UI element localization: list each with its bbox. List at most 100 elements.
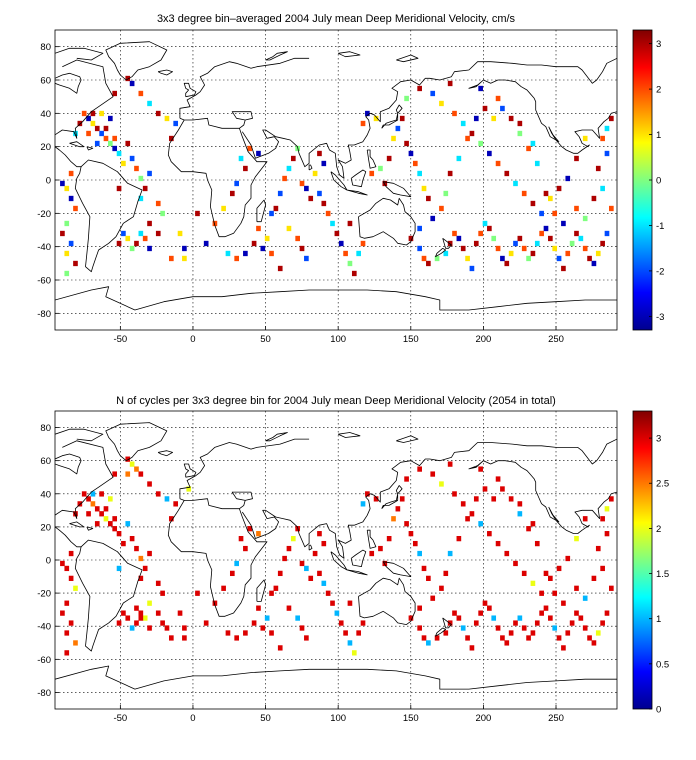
data-cell xyxy=(417,550,422,557)
data-cell xyxy=(391,135,396,142)
data-cell xyxy=(600,516,605,522)
data-cell xyxy=(417,466,422,472)
data-cell xyxy=(543,190,549,197)
data-cell xyxy=(94,140,100,147)
colorbar-tick-label: 1.5 xyxy=(656,569,669,580)
data-cell xyxy=(430,471,436,477)
data-cell xyxy=(534,240,540,247)
data-cell xyxy=(609,115,614,122)
data-cell xyxy=(338,240,344,247)
data-cell xyxy=(565,555,571,562)
data-cell xyxy=(317,150,322,157)
data-cell xyxy=(582,625,588,631)
y-tick-label: -40 xyxy=(37,242,51,253)
y-tick-label: -20 xyxy=(37,589,51,600)
data-cell xyxy=(582,135,588,142)
data-cell xyxy=(134,545,139,552)
data-cell xyxy=(99,110,104,117)
data-cell xyxy=(330,600,335,606)
data-cell xyxy=(543,225,549,232)
data-cell xyxy=(604,150,610,157)
data-cell xyxy=(439,481,444,487)
data-cell xyxy=(460,245,466,252)
data-cell xyxy=(138,195,144,202)
data-cell xyxy=(177,610,183,616)
data-cell xyxy=(264,235,270,242)
data-cell xyxy=(116,620,122,626)
data-cell xyxy=(534,540,540,547)
coastline xyxy=(55,72,82,94)
data-cell xyxy=(421,255,427,262)
data-cell xyxy=(604,531,610,537)
data-cell xyxy=(269,590,274,596)
data-cell xyxy=(434,635,440,641)
data-cell xyxy=(404,95,409,102)
data-cell xyxy=(121,610,126,616)
coastline xyxy=(330,551,348,571)
data-cell xyxy=(561,600,566,606)
data-cell xyxy=(443,250,449,257)
data-cell xyxy=(600,185,605,192)
data-cell xyxy=(426,640,431,646)
data-cell xyxy=(530,250,536,257)
data-cell xyxy=(112,526,118,532)
data-cell xyxy=(469,130,475,137)
data-cell xyxy=(582,595,588,601)
coastline xyxy=(179,438,310,499)
data-cell xyxy=(482,220,488,227)
y-tick-label: 0 xyxy=(46,176,51,187)
coastline xyxy=(382,561,412,577)
data-cell xyxy=(312,550,318,557)
data-cell xyxy=(338,620,344,626)
data-cell xyxy=(90,110,96,117)
data-cell xyxy=(491,115,497,122)
coastline xyxy=(350,549,367,567)
data-cell xyxy=(277,265,283,272)
data-cell xyxy=(530,630,536,636)
data-cell xyxy=(465,255,470,262)
coastlines xyxy=(55,41,617,311)
colorbar-tick-label: 0 xyxy=(656,176,661,187)
data-cell xyxy=(473,620,479,626)
data-cell xyxy=(234,560,240,567)
data-cell xyxy=(347,220,353,227)
data-cell xyxy=(517,130,523,137)
y-tick-label: 80 xyxy=(40,42,51,53)
data-cell xyxy=(508,250,514,257)
data-cell xyxy=(290,535,296,542)
data-cell xyxy=(160,590,165,596)
data-cell xyxy=(108,115,113,122)
data-cell xyxy=(473,115,479,122)
data-cell xyxy=(521,190,527,197)
data-cell xyxy=(526,526,531,532)
data-cell xyxy=(99,511,104,517)
data-cell xyxy=(129,535,135,542)
data-cell xyxy=(221,205,226,212)
data-cell xyxy=(565,175,571,182)
data-cell xyxy=(517,615,523,621)
data-cell xyxy=(587,635,592,641)
data-cell xyxy=(129,625,135,631)
data-cell xyxy=(64,630,70,636)
data-cell xyxy=(487,225,492,232)
data-cell xyxy=(116,565,122,572)
x-tick-label: 100 xyxy=(330,334,346,345)
data-cell xyxy=(452,110,457,117)
data-cell xyxy=(534,620,540,626)
data-cell xyxy=(86,115,91,122)
data-cell xyxy=(286,165,292,172)
data-cell xyxy=(68,195,74,202)
data-cell xyxy=(64,600,70,606)
data-cell xyxy=(147,245,152,252)
data-cell xyxy=(426,575,431,581)
data-cell xyxy=(269,630,274,636)
data-cell xyxy=(530,200,536,207)
data-cell xyxy=(565,250,571,257)
colorbar-tick-label: -2 xyxy=(656,266,664,277)
coastline xyxy=(468,460,484,470)
data-cell xyxy=(469,511,475,517)
data-cell xyxy=(142,185,148,192)
data-cell xyxy=(138,230,144,237)
data-cell xyxy=(491,235,497,242)
x-tick-label: 250 xyxy=(548,334,564,345)
